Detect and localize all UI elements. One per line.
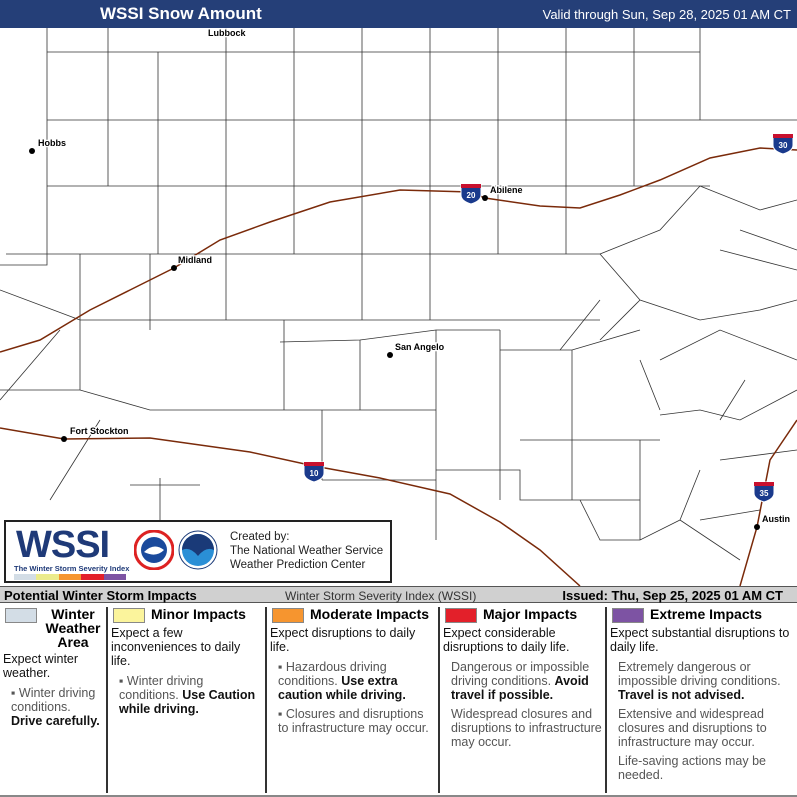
legend-item-emphasis: Use extra caution while driving. xyxy=(278,674,406,702)
city-label: Midland xyxy=(178,255,212,265)
legend-item: Extensive and widespread closures and di… xyxy=(610,707,794,749)
svg-text:20: 20 xyxy=(467,191,476,200)
legend-lead: Expect substantial disruptions to daily … xyxy=(610,626,790,654)
legend-lead: Expect a few inconveniences to daily lif… xyxy=(111,626,241,668)
legend-level-name: Moderate Impacts xyxy=(310,606,430,622)
interstate-shields: 30 20 10 35 xyxy=(303,133,794,503)
svg-text:35: 35 xyxy=(760,489,769,498)
legend-column: Minor Impacts Expect a few inconveniences… xyxy=(106,607,265,793)
nws-logo-icon xyxy=(134,530,174,570)
legend-heading: Major Impacts xyxy=(443,607,602,623)
city-label: San Angelo xyxy=(395,342,445,352)
county-lines xyxy=(0,28,797,561)
i-20-road xyxy=(0,147,797,353)
credits-box: WSSI The Winter Storm Severity Index Cre… xyxy=(4,520,392,583)
legend-item-emphasis: Use Caution while driving. xyxy=(119,688,256,716)
legend-item: Widespread closures and disruptions to i… xyxy=(443,707,602,749)
map-title: WSSI Snow Amount xyxy=(100,4,262,23)
valid-time: Valid through Sun, Sep 28, 2025 01 AM CT xyxy=(542,7,791,22)
legend-heading: Moderate Impacts xyxy=(270,607,435,623)
legend-item-text: Hazardous driving conditions. xyxy=(278,660,387,688)
city-markers: Lubbock Hobbs Midland Abilene San Angelo… xyxy=(29,28,791,530)
wssi-logo: WSSI xyxy=(16,524,110,566)
legend-item-text: Closures and disruptions to infrastructu… xyxy=(278,707,429,735)
map[interactable]: Lubbock Hobbs Midland Abilene San Angelo… xyxy=(0,28,797,586)
interstate-shield-icon: 35 xyxy=(753,481,775,503)
city-label: Lubbock xyxy=(208,28,246,38)
legend-item-text: Winter driving conditions. xyxy=(11,686,96,714)
impact-legend: Winter Weather Area Expect winter weather… xyxy=(0,603,797,797)
i-10-road xyxy=(0,427,581,586)
legend-column: Extreme Impacts Expect substantial disrup… xyxy=(605,607,797,793)
city-dot xyxy=(482,195,488,201)
city-label: Hobbs xyxy=(38,138,66,148)
created-line: Weather Prediction Center xyxy=(230,559,366,571)
legend-item: Extremely dangerous or impossible drivin… xyxy=(610,660,794,702)
legend-swatch xyxy=(445,608,477,623)
legend-item-emphasis: Drive carefully. xyxy=(11,714,100,728)
legend-level-name: Major Impacts xyxy=(483,606,578,622)
city-dot xyxy=(61,436,67,442)
city-dot xyxy=(754,524,760,530)
city-label: Austin xyxy=(762,514,790,524)
interstate-shield-icon: 20 xyxy=(460,183,482,205)
header: WSSI Snow Amount Valid through Sun, Sep … xyxy=(0,0,797,28)
legend-column: Moderate Impacts Expect disruptions to da… xyxy=(265,607,438,793)
legend-item: ▪ Winter driving conditions. Use Caution… xyxy=(119,674,256,716)
legend-swatch xyxy=(272,608,304,623)
legend-swatch xyxy=(612,608,644,623)
created-by: Created by: The National Weather Service… xyxy=(230,530,383,572)
impacts-title: Potential Winter Storm Impacts xyxy=(4,588,197,603)
legend-lead: Expect considerable disruptions to daily… xyxy=(443,626,570,654)
svg-text:30: 30 xyxy=(779,141,788,150)
created-line: Created by: xyxy=(230,531,290,543)
legend-swatch xyxy=(113,608,145,623)
legend-heading: Extreme Impacts xyxy=(610,607,794,623)
city-dot xyxy=(171,265,177,271)
interstate-shield-icon: 30 xyxy=(772,133,794,155)
legend-item: Life-saving actions may be needed. xyxy=(610,754,794,782)
city-label: Abilene xyxy=(490,185,523,195)
wssi-subtitle: The Winter Storm Severity Index xyxy=(14,564,130,573)
svg-text:10: 10 xyxy=(310,469,319,478)
created-line: The National Weather Service xyxy=(230,545,384,557)
legend-item: ▪ Winter driving conditions. Drive caref… xyxy=(11,686,100,728)
interstate-shield-icon: 10 xyxy=(303,461,325,483)
legend-column: Major Impacts Expect considerable disrupt… xyxy=(438,607,605,793)
legend-level-name: Winter Weather Area xyxy=(45,606,101,650)
legend-item-text: Extremely dangerous or impossible drivin… xyxy=(618,660,781,688)
city-dot xyxy=(387,352,393,358)
legend-item-emphasis: Avoid travel if possible. xyxy=(451,674,589,702)
legend-lead: Expect winter weather. xyxy=(3,652,79,680)
legend-item: ▪ Closures and disruptions to infrastruc… xyxy=(278,707,429,735)
legend-item-text: Winter driving conditions. xyxy=(119,674,204,702)
i-35-road xyxy=(739,419,797,586)
impacts-bar: Potential Winter Storm Impacts Winter St… xyxy=(0,586,797,603)
issued-time: Issued: Thu, Sep 25, 2025 01 AM CT xyxy=(562,588,783,603)
legend-item-text: Extensive and widespread closures and di… xyxy=(618,707,767,749)
impacts-index: Winter Storm Severity Index (WSSI) xyxy=(285,589,477,603)
city-dot xyxy=(29,148,35,154)
legend-item-text: Life-saving actions may be needed. xyxy=(618,754,766,782)
legend-item: ▪ Hazardous driving conditions. Use extr… xyxy=(278,660,406,702)
legend-item-emphasis: Travel is not advised. xyxy=(618,688,745,702)
legend-swatch xyxy=(5,608,37,623)
legend-column: Winter Weather Area Expect winter weather… xyxy=(0,607,106,793)
legend-item: Dangerous or impossible driving conditio… xyxy=(443,660,602,702)
legend-level-name: Extreme Impacts xyxy=(650,606,763,622)
city-label: Fort Stockton xyxy=(70,426,129,436)
legend-level-name: Minor Impacts xyxy=(151,606,246,622)
wssi-color-bar xyxy=(14,574,127,580)
legend-heading: Minor Impacts xyxy=(111,607,262,623)
legend-item-text: Dangerous or impossible driving conditio… xyxy=(451,660,590,688)
legend-lead: Expect disruptions to daily life. xyxy=(270,626,416,654)
legend-item-text: Widespread closures and disruptions to i… xyxy=(451,707,602,749)
legend-heading: Winter Weather Area xyxy=(3,607,103,649)
noaa-logo-icon xyxy=(178,530,218,570)
